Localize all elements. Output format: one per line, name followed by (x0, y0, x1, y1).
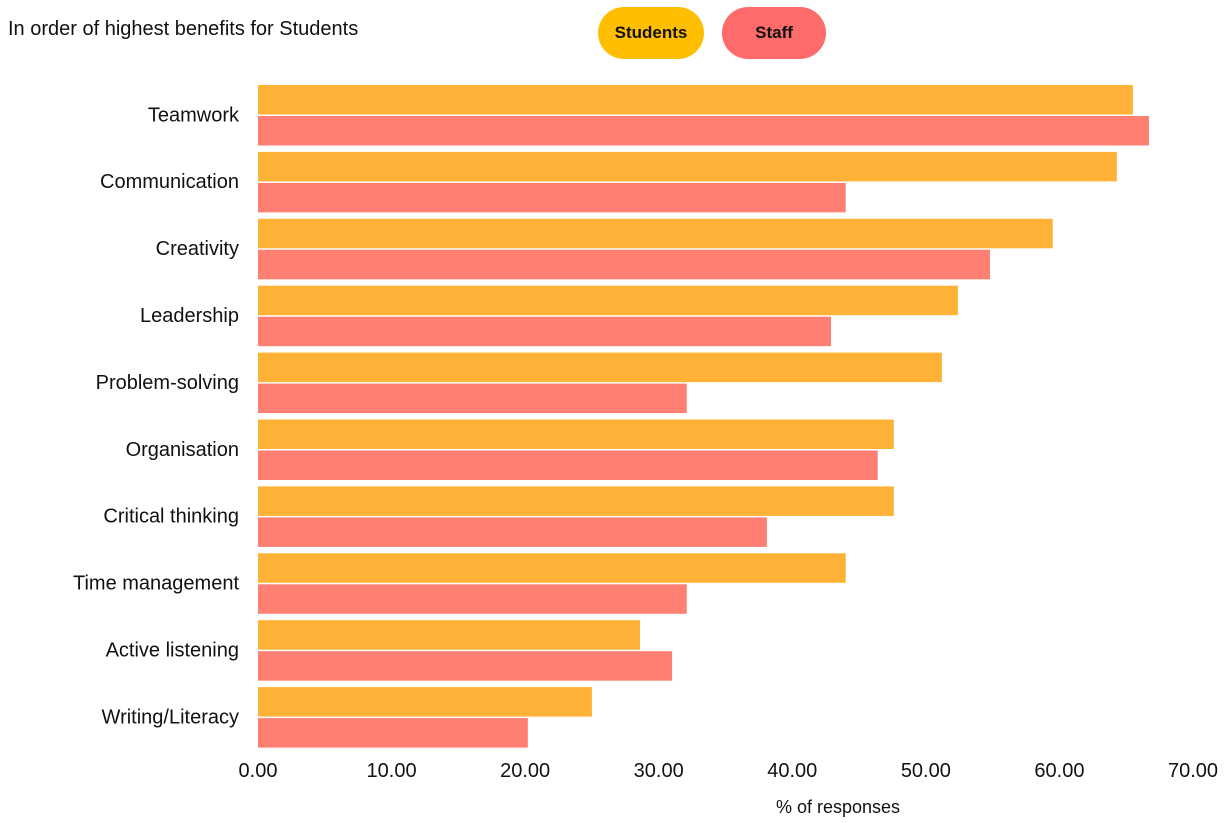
legend-staff-button[interactable]: Staff (722, 7, 826, 59)
category-label-7: Time management (73, 573, 239, 595)
x-tick-label-7: 70.00 (1168, 760, 1218, 782)
bar-staff-5[interactable] (258, 450, 878, 481)
bar-staff-1[interactable] (258, 182, 846, 213)
category-label-2: Creativity (156, 238, 239, 260)
bar-students-8[interactable] (258, 620, 641, 650)
bar-staff-9[interactable] (258, 718, 528, 748)
bar-students-1[interactable] (258, 151, 1117, 182)
category-label-5: Organisation (126, 439, 239, 461)
category-label-4: Problem-solving (96, 372, 239, 394)
category-labels: Teamwork Communication Creativity Leadershi… (73, 104, 240, 728)
x-axis-ticks: 0.00 10.00 20.00 30.00 40.00 50.00 60.00 70.00 (239, 760, 1219, 782)
category-label-0: Teamwork (148, 104, 240, 126)
bar-staff-6[interactable] (258, 517, 767, 547)
bar-students-3[interactable] (258, 285, 958, 316)
x-tick-label-3: 30.00 (634, 760, 684, 782)
category-label-8: Active listening (106, 639, 239, 661)
bar-students-6[interactable] (258, 486, 894, 516)
category-label-9: Writing/Literacy (102, 706, 239, 728)
bar-staff-8[interactable] (258, 651, 673, 681)
x-axis-label: % of responses (776, 797, 900, 817)
bar-students-0[interactable] (258, 85, 1133, 115)
bar-staff-2[interactable] (258, 249, 990, 280)
chart-bars (258, 85, 1149, 748)
legend-staff-label: Staff (755, 23, 793, 42)
bar-students-9[interactable] (258, 687, 592, 717)
x-tick-label-4: 40.00 (767, 760, 817, 782)
x-tick-label-0: 0.00 (239, 760, 278, 782)
bar-students-4[interactable] (258, 352, 942, 383)
x-tick-label-5: 50.00 (901, 760, 951, 782)
bar-students-7[interactable] (258, 553, 846, 583)
x-tick-label-6: 60.00 (1034, 760, 1084, 782)
chart-subtitle: In order of highest benefits for Student… (8, 18, 359, 40)
bar-staff-0[interactable] (258, 116, 1149, 146)
bar-staff-3[interactable] (258, 316, 832, 347)
x-tick-label-1: 10.00 (367, 760, 417, 782)
bar-staff-4[interactable] (258, 383, 687, 414)
category-label-3: Leadership (140, 305, 239, 327)
x-tick-label-2: 20.00 (500, 760, 550, 782)
legend-students-button[interactable]: Students (598, 7, 704, 59)
bar-staff-7[interactable] (258, 584, 687, 614)
category-label-1: Communication (100, 171, 239, 193)
bar-students-5[interactable] (258, 419, 894, 450)
category-label-6: Critical thinking (103, 506, 239, 528)
bar-students-2[interactable] (258, 218, 1053, 249)
legend-students-label: Students (614, 23, 688, 42)
